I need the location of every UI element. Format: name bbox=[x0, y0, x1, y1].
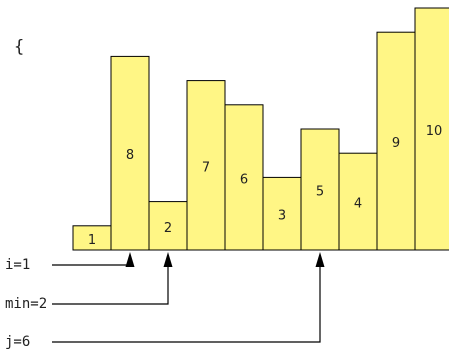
pointer-line-i bbox=[52, 264, 131, 267]
bar-label-4: 4 bbox=[354, 197, 362, 212]
bar-2 bbox=[148, 201, 188, 251]
pointer-label-j: j=6 bbox=[5, 334, 30, 350]
bar-9 bbox=[376, 31, 416, 251]
bar-label-1: 1 bbox=[88, 233, 96, 248]
bar-label-2: 2 bbox=[164, 221, 172, 236]
pointer-label-i: i=1 bbox=[5, 257, 30, 273]
bar-7 bbox=[186, 80, 226, 251]
bar-label-6: 6 bbox=[240, 172, 248, 187]
bar-8 bbox=[110, 55, 150, 251]
pointer-arrowhead-min bbox=[163, 252, 173, 267]
pointer-line-min bbox=[52, 267, 169, 305]
bar-5 bbox=[300, 128, 340, 251]
bar-label-7: 7 bbox=[202, 160, 210, 175]
pointer-arrowhead-i bbox=[125, 252, 135, 267]
bar-label-3: 3 bbox=[278, 209, 286, 224]
bar-label-10: 10 bbox=[426, 124, 443, 139]
bar-1 bbox=[72, 225, 112, 251]
bar-label-8: 8 bbox=[126, 148, 134, 163]
bar-label-9: 9 bbox=[392, 136, 400, 151]
bar-10 bbox=[414, 7, 449, 251]
pointer-line-j bbox=[52, 267, 321, 343]
opening-brace: { bbox=[14, 37, 24, 57]
pointer-label-min: min=2 bbox=[5, 296, 47, 312]
bar-4 bbox=[338, 152, 378, 251]
bar-6 bbox=[224, 104, 264, 251]
bar-label-5: 5 bbox=[316, 185, 324, 200]
bar-3 bbox=[262, 176, 302, 251]
pointers-group: i=1 min=2 j=6 bbox=[5, 252, 325, 350]
bars-group: 1 8 2 7 6 3 5 4 9 10 bbox=[72, 7, 449, 251]
pointer-arrowhead-j bbox=[315, 252, 325, 267]
